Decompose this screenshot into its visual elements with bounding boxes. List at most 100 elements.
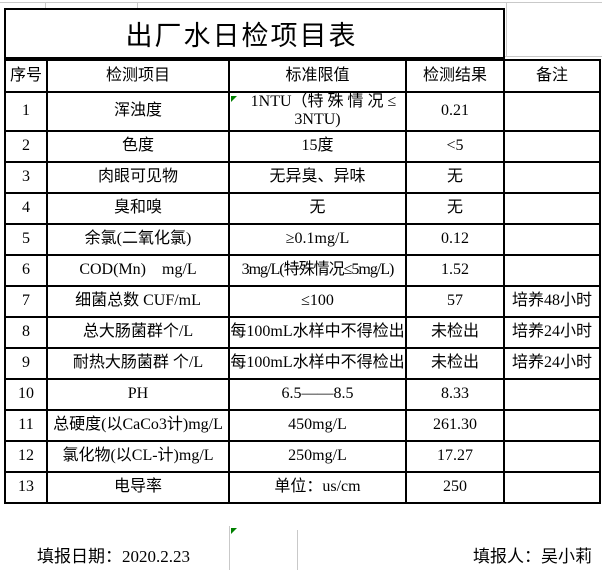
cell-note bbox=[503, 253, 601, 287]
cell-no: 12 bbox=[4, 439, 48, 473]
cell-no: 2 bbox=[4, 129, 48, 163]
cell-result: 0.21 bbox=[405, 91, 505, 132]
table-row: 12 氯化物(以CL-计)mg/L 250mg/L 17.27 bbox=[4, 439, 601, 473]
cell-item: 色度 bbox=[46, 129, 230, 163]
cell-note: 培养48小时 bbox=[503, 284, 601, 318]
cell-item: PH bbox=[46, 377, 230, 411]
cell-result: 未检出 bbox=[405, 346, 505, 380]
gridline-stub bbox=[45, 2, 46, 8]
cell-no: 3 bbox=[4, 160, 48, 194]
cell-limit: 6.5——8.5 bbox=[228, 377, 407, 411]
table-row: 6 COD(Mn) mg/L 3mg/L(特殊情况≤5mg/L) 1.52 bbox=[4, 253, 601, 287]
cell-item: 臭和嗅 bbox=[46, 191, 230, 225]
cell-note: 培养24小时 bbox=[503, 315, 601, 349]
table-title-cell: 出厂水日检项目表 bbox=[4, 8, 505, 59]
table-row: 11 总硬度(以CaCo3计)mg/L 450mg/L 261.30 bbox=[4, 408, 601, 442]
cell-item: 氯化物(以CL-计)mg/L bbox=[46, 439, 230, 473]
cell-no: 1 bbox=[4, 91, 48, 132]
gridline-horiz-right bbox=[505, 56, 602, 57]
cell-no: 9 bbox=[4, 346, 48, 380]
cell-result: 17.27 bbox=[405, 439, 505, 473]
table-row: 4 臭和嗅无无 bbox=[4, 191, 601, 225]
cell-limit: 450mg/L bbox=[228, 408, 407, 442]
cell-limit: 250mg/L bbox=[228, 439, 407, 473]
cell-note: 培养24小时 bbox=[503, 346, 601, 380]
cell-item: 肉眼可见物 bbox=[46, 160, 230, 194]
cell-limit: 单位：us/cm bbox=[228, 470, 407, 504]
table-row: 2 色度 15度 <5 bbox=[4, 129, 601, 163]
cell-item: 余氯(二氧化氯) bbox=[46, 222, 230, 256]
cell-limit: 每100mL水样中不得检出 bbox=[228, 315, 407, 349]
column-header-0: 序号 bbox=[4, 59, 48, 93]
cell-note bbox=[503, 222, 601, 256]
cell-no: 7 bbox=[4, 284, 48, 318]
cell-no: 13 bbox=[4, 470, 48, 504]
cell-no: 10 bbox=[4, 377, 48, 411]
cell-no: 11 bbox=[4, 408, 48, 442]
table-row: 10 PH 6.5——8.5 8.33 bbox=[4, 377, 601, 411]
column-header-3: 检测结果 bbox=[405, 59, 505, 93]
cell-note bbox=[503, 191, 601, 225]
gridline-stub bbox=[137, 2, 138, 8]
table-row: 5 余氯(二氧化氯) ≥0.1mg/L 0.12 bbox=[4, 222, 601, 256]
cell-note bbox=[503, 439, 601, 473]
cell-item: COD(Mn) mg/L bbox=[46, 253, 230, 287]
cell-limit: 1NTU（特 殊 情 况 ≤ 3NTU) bbox=[228, 91, 407, 132]
table-row: 3 肉眼可见物 无异臭、异味无 bbox=[4, 160, 601, 194]
cell-result: 1.52 bbox=[405, 253, 505, 287]
cell-result: 无 bbox=[405, 191, 505, 225]
gridline-vert-right bbox=[506, 2, 507, 57]
table-row: 7 细菌总数 CUF/mL ≤100 57 培养48小时 bbox=[4, 284, 601, 318]
page-title: 出厂水日检项目表 bbox=[125, 21, 358, 51]
cell-no: 8 bbox=[4, 315, 48, 349]
cell-note bbox=[503, 129, 601, 163]
cell-result: 无 bbox=[405, 160, 505, 194]
cell-limit: 3mg/L(特殊情况≤5mg/L) bbox=[228, 253, 407, 287]
cell-limit: ≥0.1mg/L bbox=[228, 222, 407, 256]
cell-no: 5 bbox=[4, 222, 48, 256]
gridline-below-table bbox=[229, 526, 230, 570]
cell-note bbox=[503, 91, 601, 132]
table-header-row: 序号 检测项目 标准限值 检测结果 备注 bbox=[4, 59, 601, 93]
cell-item: 总硬度(以CaCo3计)mg/L bbox=[46, 408, 230, 442]
cell-error-indicator-icon bbox=[231, 96, 237, 102]
cell-limit: 15度 bbox=[228, 129, 407, 163]
cell-result: 未检出 bbox=[405, 315, 505, 349]
cell-limit: 无 bbox=[228, 191, 407, 225]
report-date: 填报日期：2020.2.23 bbox=[37, 547, 190, 566]
gridline-below-table bbox=[297, 530, 298, 570]
cell-result: 8.33 bbox=[405, 377, 505, 411]
table-row: 1 浑浊度 1NTU（特 殊 情 况 ≤ 3NTU) 0.21 bbox=[4, 91, 601, 132]
cell-result: <5 bbox=[405, 129, 505, 163]
cell-note bbox=[503, 160, 601, 194]
cell-limit: ≤100 bbox=[228, 284, 407, 318]
inspection-table: 序号 检测项目 标准限值 检测结果 备注 1 浑浊度 1NTU（特 殊 情 况 ≤ 3NTU… bbox=[4, 59, 601, 504]
table-row: 13 电导率 单位：us/cm 250 bbox=[4, 470, 601, 504]
cell-note bbox=[503, 408, 601, 442]
cell-limit: 每100mL水样中不得检出 bbox=[228, 346, 407, 380]
gridline-top bbox=[0, 2, 602, 3]
cell-item: 浑浊度 bbox=[46, 91, 230, 132]
table-row: 9 耐热大肠菌群 个/L 每100mL水样中不得检出 未检出 培养24小时 bbox=[4, 346, 601, 380]
cell-item: 电导率 bbox=[46, 470, 230, 504]
cell-no: 6 bbox=[4, 253, 48, 287]
column-header-2: 标准限值 bbox=[228, 59, 407, 93]
cell-note bbox=[503, 470, 601, 504]
cell-result: 250 bbox=[405, 470, 505, 504]
table-body: 1 浑浊度 1NTU（特 殊 情 况 ≤ 3NTU) 0.21 2 色度 15度 <5 3 肉眼可… bbox=[4, 91, 601, 504]
cell-result: 57 bbox=[405, 284, 505, 318]
cell-no: 4 bbox=[4, 191, 48, 225]
cell-item: 细菌总数 CUF/mL bbox=[46, 284, 230, 318]
column-header-1: 检测项目 bbox=[46, 59, 230, 93]
table-row: 8 总大肠菌群个/L 每100mL水样中不得检出 未检出 培养24小时 bbox=[4, 315, 601, 349]
column-header-4: 备注 bbox=[503, 59, 601, 93]
cell-result: 261.30 bbox=[405, 408, 505, 442]
cell-result: 0.12 bbox=[405, 222, 505, 256]
cell-item: 耐热大肠菌群 个/L bbox=[46, 346, 230, 380]
cell-error-indicator-icon bbox=[231, 528, 237, 534]
reporter-name: 填报人：吴小莉 bbox=[473, 547, 592, 566]
cell-limit: 无异臭、异味 bbox=[228, 160, 407, 194]
cell-item: 总大肠菌群个/L bbox=[46, 315, 230, 349]
cell-note bbox=[503, 377, 601, 411]
